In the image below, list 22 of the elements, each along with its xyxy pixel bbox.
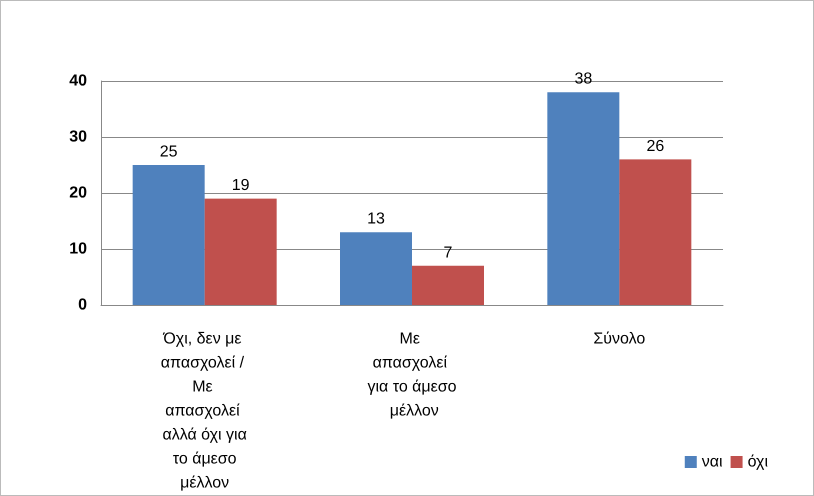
bar [132,165,205,305]
legend-label: ναι [702,454,724,470]
data-label: 7 [444,244,453,262]
data-label: 19 [232,177,250,194]
y-tick-label: 20 [69,184,88,202]
data-label: 25 [160,144,178,160]
bar [619,159,692,305]
y-tick-label: 30 [69,128,88,146]
data-label: 38 [574,70,592,88]
data-label: 13 [367,210,385,228]
x-tick-label: Σύνολο [593,330,646,348]
legend-label: όχι [748,454,768,470]
bar [340,232,412,305]
x-tick-label: Με απασχολεί για το άμεσο μέλλον [367,330,457,420]
bar [204,198,277,305]
x-tick-label: Όχι, δεν με απασχολεί / Με απασχολεί αλλά όχι για το άμεσο μέλλον [160,330,249,492]
y-tick-label: 0 [78,296,88,314]
y-tick-label: 40 [69,72,88,90]
y-tick-label: 10 [69,240,88,258]
data-label: 26 [646,138,664,155]
bar [412,266,484,305]
bar [547,92,620,305]
